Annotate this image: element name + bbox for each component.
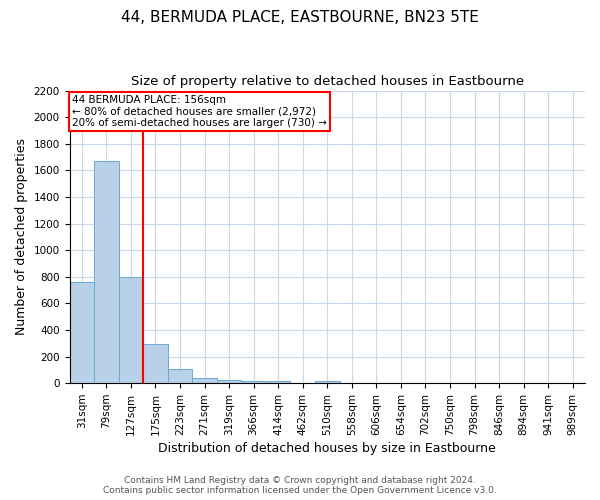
Bar	[70, 282, 94, 383]
Bar	[168, 368, 192, 383]
Title: Size of property relative to detached houses in Eastbourne: Size of property relative to detached ho…	[131, 75, 524, 88]
Bar	[94, 161, 119, 383]
Text: 44 BERMUDA PLACE: 156sqm
← 80% of detached houses are smaller (2,972)
20% of sem: 44 BERMUDA PLACE: 156sqm ← 80% of detach…	[72, 95, 327, 128]
Bar	[119, 277, 143, 383]
X-axis label: Distribution of detached houses by size in Eastbourne: Distribution of detached houses by size …	[158, 442, 496, 455]
Bar	[192, 378, 217, 383]
Bar	[241, 381, 266, 383]
Text: 44, BERMUDA PLACE, EASTBOURNE, BN23 5TE: 44, BERMUDA PLACE, EASTBOURNE, BN23 5TE	[121, 10, 479, 25]
Text: Contains HM Land Registry data © Crown copyright and database right 2024.
Contai: Contains HM Land Registry data © Crown c…	[103, 476, 497, 495]
Y-axis label: Number of detached properties: Number of detached properties	[15, 138, 28, 336]
Bar	[217, 380, 241, 383]
Bar	[143, 344, 168, 383]
Bar	[315, 380, 340, 383]
Bar	[266, 381, 290, 383]
